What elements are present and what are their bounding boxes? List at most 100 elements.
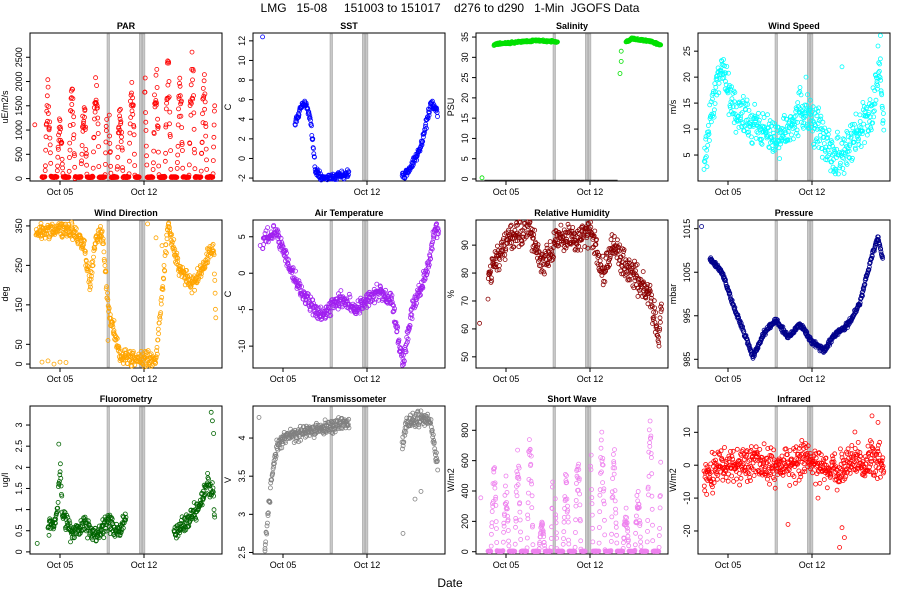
data-gap-marker bbox=[362, 33, 366, 181]
data-point bbox=[150, 174, 156, 180]
y-axis-label: mbar bbox=[668, 284, 678, 305]
data-point bbox=[488, 543, 494, 549]
data-point bbox=[200, 86, 206, 91]
data-point bbox=[738, 111, 744, 117]
y-tick-label: 70 bbox=[460, 296, 470, 306]
y-tick-label: 5 bbox=[237, 234, 247, 239]
data-point bbox=[421, 130, 427, 136]
y-tick-label: 0 bbox=[14, 362, 24, 367]
data-point bbox=[51, 361, 57, 367]
data-point bbox=[265, 225, 271, 231]
data-point bbox=[500, 539, 506, 545]
data-point bbox=[70, 87, 75, 92]
data-point bbox=[190, 77, 195, 83]
x-tick-label: Oct 05 bbox=[493, 187, 520, 197]
y-tick-label: 10 bbox=[237, 55, 247, 65]
data-point bbox=[839, 64, 845, 70]
data-point bbox=[516, 244, 522, 250]
data-point bbox=[127, 130, 133, 136]
x-tick-label: Oct 05 bbox=[715, 374, 742, 384]
data-point bbox=[143, 110, 148, 115]
data-point bbox=[732, 90, 738, 95]
data-point bbox=[412, 496, 418, 502]
data-point bbox=[119, 147, 125, 153]
y-tick-label: 2500 bbox=[14, 47, 24, 67]
data-point bbox=[201, 95, 207, 101]
data-points bbox=[260, 34, 440, 183]
data-point bbox=[152, 92, 157, 98]
data-point bbox=[722, 63, 727, 69]
y-axis-label: % bbox=[446, 290, 456, 298]
data-point bbox=[518, 529, 523, 535]
y-tick-label: 1000 bbox=[14, 120, 24, 140]
x-tick-label: Oct 05 bbox=[270, 374, 297, 384]
data-point bbox=[130, 112, 136, 117]
data-point bbox=[166, 94, 172, 100]
data-point bbox=[120, 165, 125, 171]
data-gap-marker bbox=[585, 33, 589, 181]
data-point bbox=[179, 148, 185, 153]
y-tick-label: 0.5 bbox=[14, 524, 24, 537]
data-point bbox=[658, 304, 664, 310]
data-point bbox=[153, 235, 159, 241]
data-point bbox=[179, 125, 185, 130]
data-point bbox=[82, 127, 88, 132]
data-point bbox=[174, 160, 180, 165]
data-point bbox=[309, 123, 314, 129]
data-point bbox=[56, 132, 61, 138]
data-point bbox=[494, 540, 500, 545]
data-point bbox=[93, 97, 99, 103]
y-tick-label: 1005 bbox=[682, 262, 692, 282]
y-tick-label: 30 bbox=[460, 52, 470, 62]
data-point bbox=[799, 119, 804, 125]
data-point bbox=[162, 174, 168, 180]
data-point bbox=[42, 174, 48, 180]
data-point bbox=[212, 306, 218, 312]
data-point bbox=[711, 89, 716, 94]
data-point bbox=[881, 111, 886, 116]
y-axis-label: W/m2 bbox=[446, 468, 456, 492]
data-point bbox=[153, 98, 159, 103]
data-point bbox=[206, 476, 212, 482]
data-point bbox=[561, 248, 567, 254]
data-point bbox=[98, 224, 103, 229]
data-gap-marker bbox=[552, 33, 556, 181]
y-tick-label: 35 bbox=[460, 32, 470, 42]
data-point bbox=[795, 120, 800, 125]
data-point bbox=[797, 85, 803, 90]
y-tick-label: 3 bbox=[237, 512, 247, 517]
data-point bbox=[724, 64, 730, 69]
data-point bbox=[47, 135, 53, 141]
data-point bbox=[709, 119, 714, 125]
data-point bbox=[204, 157, 209, 163]
data-point bbox=[178, 113, 184, 119]
data-point bbox=[312, 154, 317, 160]
y-tick-label: 20 bbox=[682, 72, 692, 82]
data-gap-marker bbox=[588, 220, 592, 368]
data-point bbox=[618, 48, 624, 54]
data-points bbox=[477, 219, 665, 349]
data-point bbox=[713, 84, 719, 90]
data-point bbox=[732, 111, 738, 117]
data-point bbox=[42, 168, 48, 173]
data-point bbox=[659, 301, 664, 307]
data-point bbox=[167, 132, 173, 137]
x-tick-label: Oct 12 bbox=[354, 560, 381, 570]
data-point bbox=[723, 82, 729, 88]
data-point bbox=[156, 331, 162, 337]
data-point bbox=[91, 254, 96, 260]
data-point bbox=[716, 90, 722, 96]
data-point bbox=[95, 115, 101, 121]
data-point bbox=[32, 122, 38, 128]
data-point bbox=[82, 114, 87, 120]
data-point bbox=[34, 541, 40, 546]
data-point bbox=[841, 170, 847, 176]
data-point bbox=[211, 134, 217, 140]
data-point bbox=[47, 142, 53, 148]
data-point bbox=[94, 101, 99, 106]
data-point bbox=[69, 102, 75, 107]
panel-title: PAR bbox=[117, 21, 136, 31]
data-point bbox=[79, 158, 84, 164]
x-tick-label: Oct 12 bbox=[577, 560, 604, 570]
